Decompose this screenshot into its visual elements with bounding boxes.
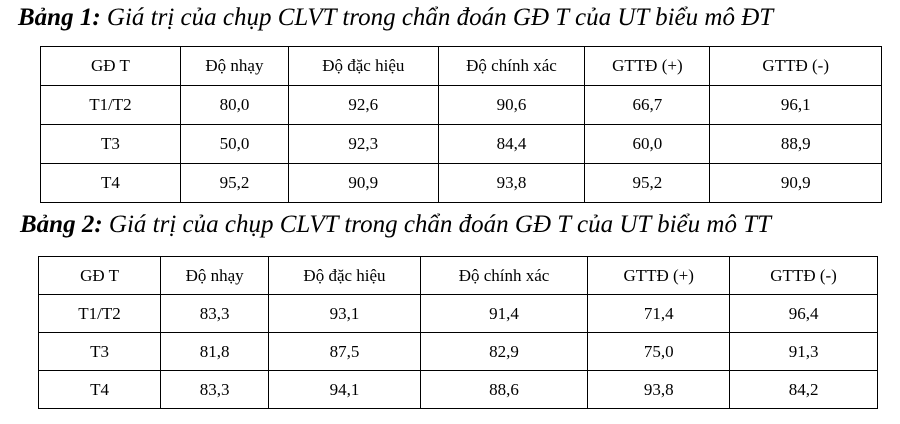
cell: 60,0 [584,124,711,164]
cell: T1/T2 [40,85,181,125]
cell: 88,9 [709,124,882,164]
cell: 91,3 [729,332,878,371]
cell: T4 [37,370,162,409]
cell: T1/T2 [37,294,162,333]
cell: 92,3 [288,124,439,164]
title-label: Bảng 2: [20,211,103,238]
header-cell: GĐ T [37,256,162,295]
cell: 90,6 [437,85,586,125]
cell: T4 [40,163,181,203]
header-cell: Độ chính xác [437,46,586,86]
cell: 94,1 [268,370,421,409]
cell: 91,4 [419,294,589,333]
cell: 96,4 [729,294,878,333]
cell: 83,3 [160,294,270,333]
title-text: Giá trị của chụp CLVT trong chẩn đoán GĐ… [108,211,772,238]
cell: 75,0 [587,332,731,371]
header-cell: Độ nhạy [179,46,290,86]
cell: 66,7 [584,85,711,125]
cell: 83,3 [160,370,270,409]
cell: 95,2 [584,163,711,203]
cell: 80,0 [179,85,290,125]
table: GĐ T Độ nhạy Độ đặc hiệu Độ chính xác GTTĐ (… [40,46,882,203]
cell: 95,2 [179,163,290,203]
title-label: Bảng 1: [18,4,101,31]
cell: 90,9 [288,163,439,203]
table: GĐ T Độ nhạy Độ đặc hiệu Độ chính xác GTTĐ (… [37,256,878,409]
row: T3 81,8 87,5 82,9 75,0 91,3 [37,332,878,371]
cell: 93,8 [437,163,586,203]
cell: 50,0 [179,124,290,164]
cell: 84,2 [729,370,878,409]
header-cell: Độ đặc hiệu [288,46,439,86]
cell: 71,4 [587,294,731,333]
cell: 92,6 [288,85,439,125]
row: T1/T2 80,0 92,6 90,6 66,7 96,1 [40,85,882,125]
row: T1/T2 83,3 93,1 91,4 71,4 96,4 [37,294,878,333]
header-row: GĐ T Độ nhạy Độ đặc hiệu Độ chính xác GTTĐ (… [37,256,878,295]
cell: T3 [40,124,181,164]
header-cell: Độ nhạy [160,256,270,295]
cell: 82,9 [419,332,589,371]
cell: 81,8 [160,332,270,371]
cell: 84,4 [437,124,586,164]
header-cell: GTTĐ (+) [587,256,731,295]
row: T4 95,2 90,9 93,8 95,2 90,9 [40,163,882,203]
header-cell: Độ đặc hiệu [268,256,421,295]
row: T4 83,3 94,1 88,6 93,8 84,2 [37,370,878,409]
cell: T3 [37,332,162,371]
row: T3 50,0 92,3 84,4 60,0 88,9 [40,124,882,164]
cell: 93,1 [268,294,421,333]
cell: 93,8 [587,370,731,409]
header-row: GĐ T Độ nhạy Độ đặc hiệu Độ chính xác GTTĐ (… [40,46,882,86]
header-cell: GĐ T [40,46,181,86]
cell: 90,9 [709,163,882,203]
table-title: Bảng 2: Giá trị của chụp CLVT trong chẩn… [20,211,771,239]
header-cell: Độ chính xác [419,256,589,295]
header-cell: GTTĐ (-) [729,256,878,295]
title-text: Giá trị của chụp CLVT trong chẩn đoán GĐ… [106,4,774,31]
header-cell: GTTĐ (-) [709,46,882,86]
cell: 96,1 [709,85,882,125]
cell: 88,6 [419,370,589,409]
table-title: Bảng 1: Giá trị của chụp CLVT trong chẩn… [18,4,773,32]
cell: 87,5 [268,332,421,371]
header-cell: GTTĐ (+) [584,46,711,86]
